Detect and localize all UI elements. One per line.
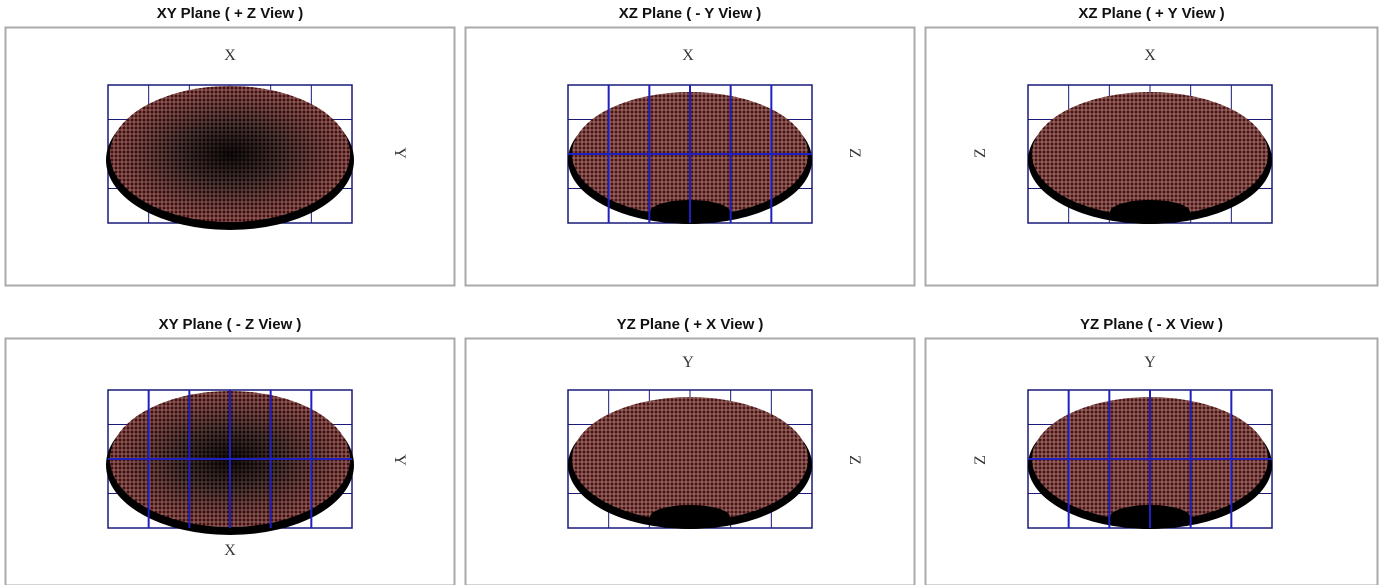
view-panel: XZ Plane ( + Y View ) X Z (926, 5, 1378, 286)
axis-label: X (1144, 47, 1156, 64)
screen: XY Plane ( + Z View ) X Y XZ Plane ( - Y Vi… (0, 0, 1384, 585)
mesh-base (1110, 200, 1190, 224)
mesh-shading (110, 86, 350, 222)
view-panel: YZ Plane ( + X View ) Y Z (466, 316, 915, 585)
panel-title: XY Plane ( - Z View ) (159, 316, 302, 333)
view-panel: XZ Plane ( - Y View ) X Z (466, 5, 915, 286)
axis-label: Y (682, 354, 694, 371)
axis-label: Z (972, 148, 989, 158)
panel-title: YZ Plane ( + X View ) (617, 316, 764, 333)
view-panel: XY Plane ( + Z View ) X Y (6, 5, 455, 286)
panel-title: XZ Plane ( + Y View ) (1078, 5, 1224, 22)
mesh-shading (1032, 92, 1268, 216)
view-panel: XY Plane ( - Z View ) X Y (6, 316, 455, 585)
axis-label: X (224, 542, 236, 559)
view-panel: YZ Plane ( - X View ) Y Z (926, 316, 1378, 585)
axis-label: X (682, 47, 694, 64)
axis-label: Z (846, 455, 863, 465)
axis-label: Y (391, 147, 408, 159)
panel-title: XZ Plane ( - Y View ) (619, 5, 762, 22)
axis-label: Y (1144, 354, 1156, 371)
axis-label: Z (972, 455, 989, 465)
axis-label: X (224, 47, 236, 64)
panel-title: XY Plane ( + Z View ) (157, 5, 304, 22)
mesh-base (650, 505, 730, 529)
mesh-shading (572, 397, 808, 521)
axis-label: Y (391, 454, 408, 466)
panel-title: YZ Plane ( - X View ) (1080, 316, 1223, 333)
axis-label: Z (846, 148, 863, 158)
